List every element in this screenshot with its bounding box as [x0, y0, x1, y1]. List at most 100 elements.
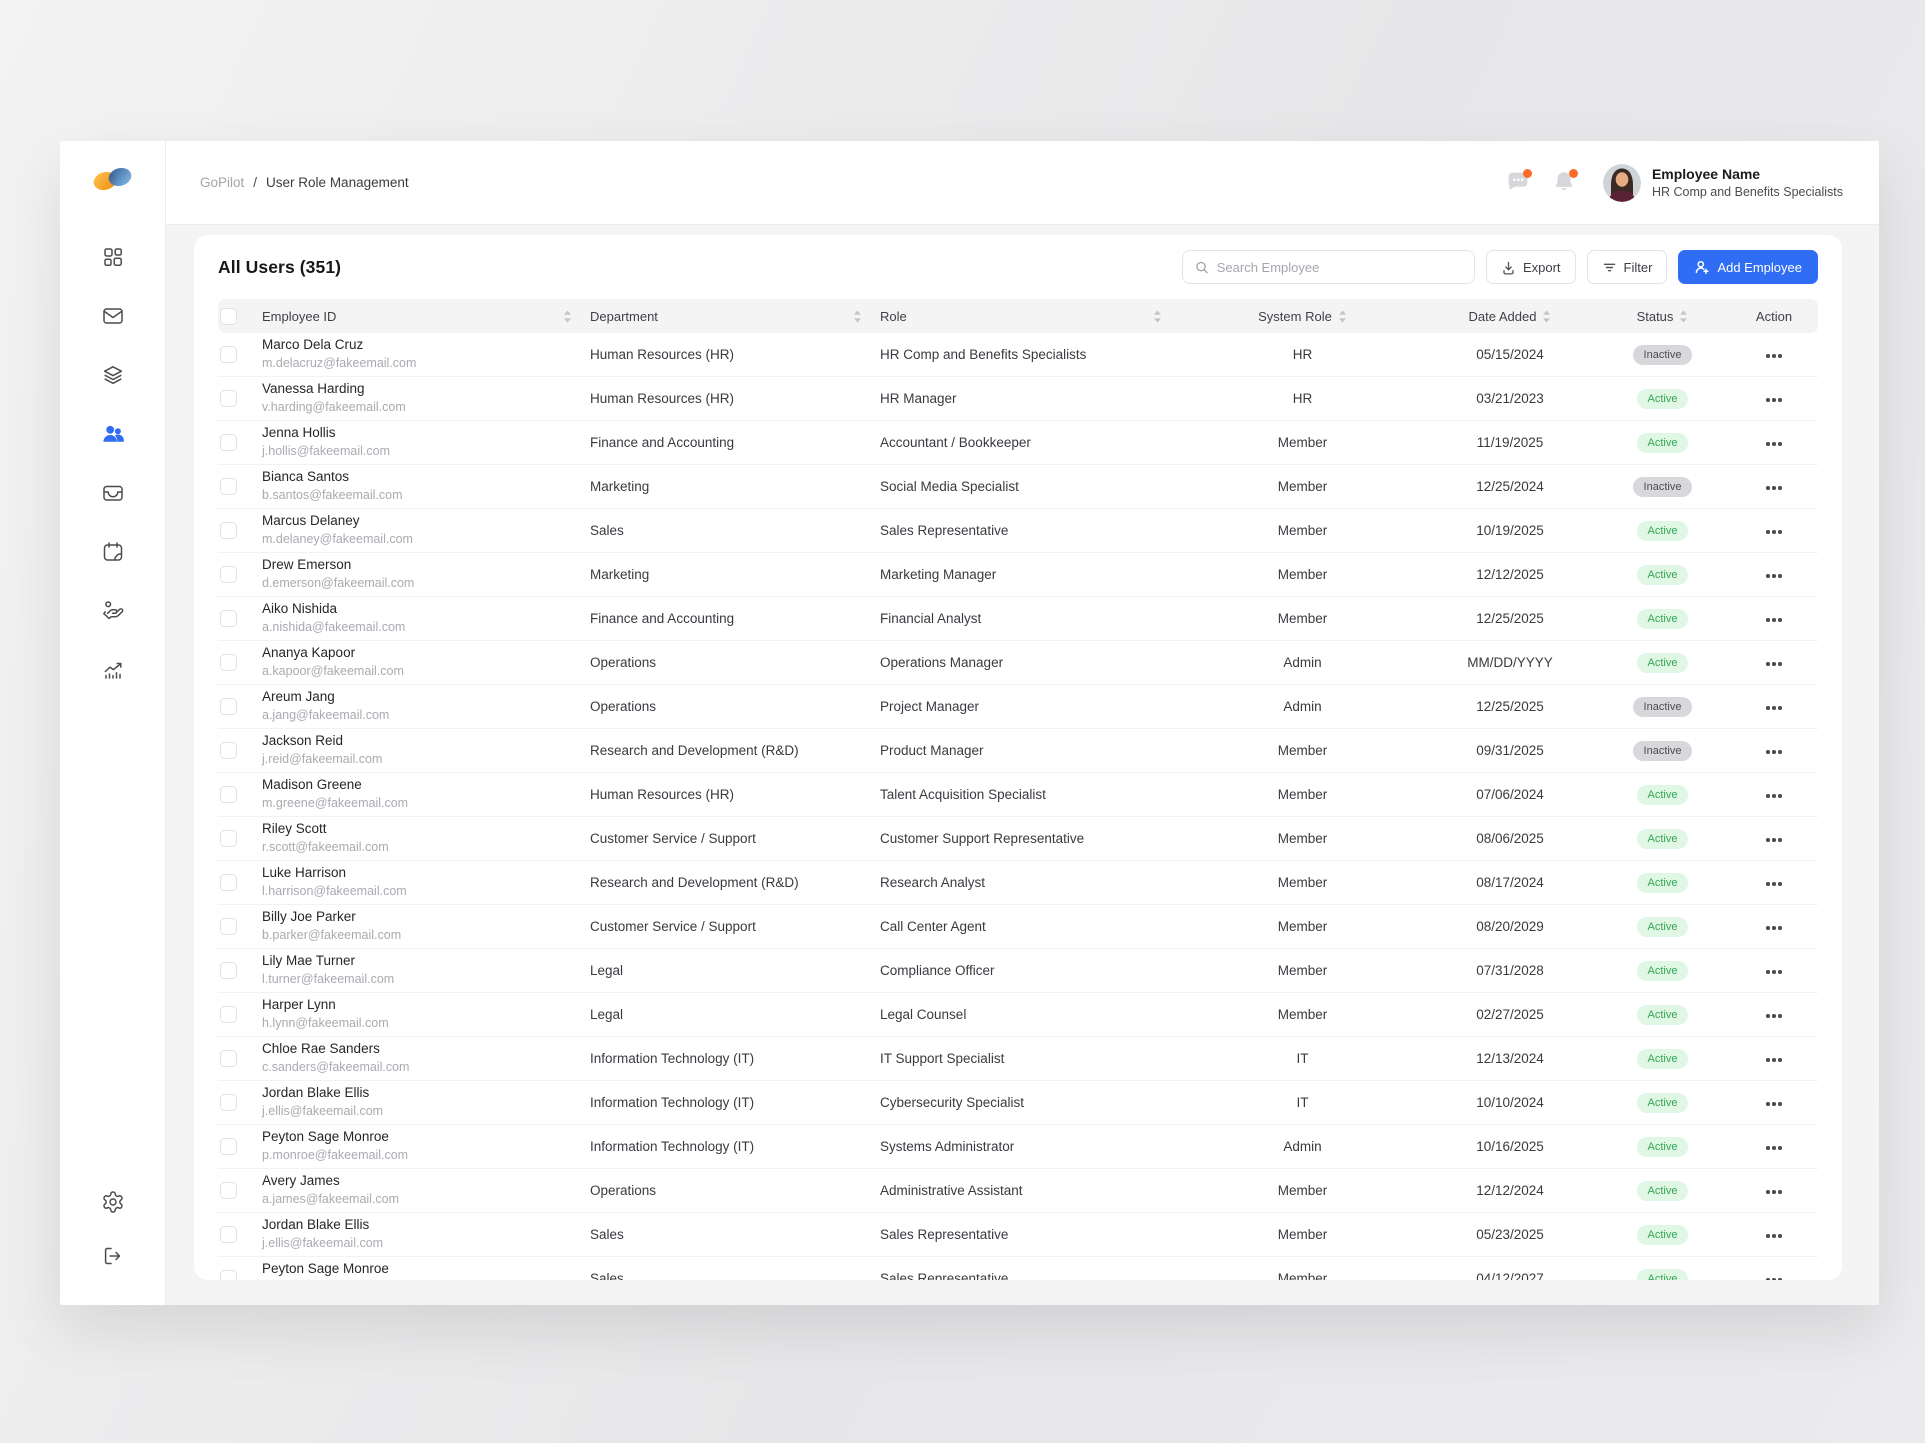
row-checkbox[interactable] [220, 1050, 237, 1067]
row-checkbox[interactable] [220, 830, 237, 847]
row-actions-button[interactable] [1760, 1140, 1788, 1156]
table-row: Jordan Blake Ellis j.ellis@fakeemail.com… [218, 1213, 1818, 1257]
employee-department: Finance and Accounting [590, 611, 735, 626]
row-checkbox[interactable] [220, 478, 237, 495]
row-actions-button[interactable] [1760, 700, 1788, 716]
employee-department: Operations [590, 1183, 657, 1198]
row-checkbox[interactable] [220, 566, 237, 583]
select-all-checkbox[interactable] [220, 307, 237, 325]
notifications-button[interactable] [1549, 168, 1579, 198]
sidebar-item-logout[interactable] [100, 1243, 126, 1269]
add-employee-button[interactable]: Add Employee [1678, 250, 1818, 284]
row-actions-button[interactable] [1760, 832, 1788, 848]
row-actions-button[interactable] [1760, 744, 1788, 760]
analytics-icon [104, 662, 122, 679]
row-checkbox[interactable] [220, 434, 237, 451]
row-checkbox[interactable] [220, 1226, 237, 1243]
row-checkbox[interactable] [220, 874, 237, 891]
search-box[interactable] [1181, 250, 1475, 284]
employee-department: Human Resources (HR) [590, 347, 735, 362]
status-badge: Active [1636, 1268, 1689, 1280]
table-body: Marco Dela Cruz m.delacruz@fakeemail.com… [218, 333, 1818, 1280]
sort-icon[interactable] [1153, 310, 1162, 323]
row-checkbox[interactable] [220, 1138, 237, 1155]
avatar [1602, 163, 1641, 202]
sort-icon[interactable] [1338, 310, 1347, 323]
row-checkbox[interactable] [220, 962, 237, 979]
row-actions-button[interactable] [1760, 1096, 1788, 1112]
sidebar-item-settings[interactable] [100, 1189, 126, 1215]
employee-email: a.kapoor@fakeemail.com [262, 664, 404, 679]
sort-icon[interactable] [1679, 310, 1688, 323]
employee-name: Ananya Kapoor [262, 645, 356, 661]
user-profile[interactable]: Employee Name HR Comp and Benefits Speci… [1602, 163, 1843, 202]
row-actions-button[interactable] [1760, 788, 1788, 804]
sidebar-item-inbox[interactable] [100, 480, 126, 506]
sidebar-item-dashboard[interactable] [100, 244, 126, 270]
employee-date-added: 03/21/2023 [1476, 391, 1544, 406]
employee-system-role: Member [1277, 1007, 1328, 1022]
sort-icon[interactable] [1542, 310, 1551, 323]
main-area: GoPilot / User Role Management [166, 141, 1879, 1305]
sidebar-item-analytics[interactable] [100, 657, 126, 683]
employee-name: Areum Jang [262, 689, 335, 705]
sidebar-item-payroll[interactable] [100, 598, 126, 624]
sidebar-item-users[interactable] [100, 421, 126, 447]
bell-icon [1555, 171, 1573, 190]
status-badge: Active [1636, 960, 1689, 981]
row-checkbox[interactable] [220, 1270, 237, 1280]
employee-date-added: 05/23/2025 [1476, 1227, 1544, 1242]
row-checkbox[interactable] [220, 1094, 237, 1111]
row-actions-button[interactable] [1760, 436, 1788, 452]
employee-role: Marketing Manager [880, 567, 997, 582]
messages-button[interactable] [1503, 168, 1533, 198]
status-badge: Active [1636, 1180, 1689, 1201]
row-checkbox[interactable] [220, 1006, 237, 1023]
top-bar: GoPilot / User Role Management [166, 141, 1879, 225]
row-checkbox[interactable] [220, 654, 237, 671]
employee-date-added: MM/DD/YYYY [1467, 655, 1553, 670]
row-checkbox[interactable] [220, 522, 237, 539]
row-actions-button[interactable] [1760, 1228, 1788, 1244]
row-checkbox[interactable] [220, 742, 237, 759]
sort-icon[interactable] [563, 310, 572, 323]
row-checkbox[interactable] [220, 698, 237, 715]
row-actions-button[interactable] [1760, 1008, 1788, 1024]
row-checkbox[interactable] [220, 390, 237, 407]
sidebar-item-calendar[interactable] [100, 539, 126, 565]
search-input[interactable] [1216, 259, 1462, 275]
row-checkbox[interactable] [220, 1182, 237, 1199]
row-actions-button[interactable] [1760, 920, 1788, 936]
row-checkbox[interactable] [220, 918, 237, 935]
row-actions-button[interactable] [1760, 656, 1788, 672]
filter-button[interactable]: Filter [1586, 250, 1668, 284]
row-actions-button[interactable] [1760, 1052, 1788, 1068]
employee-department: Customer Service / Support [590, 831, 756, 846]
employee-email: m.delacruz@fakeemail.com [262, 356, 417, 371]
row-actions-button[interactable] [1760, 568, 1788, 584]
employee-name: Chloe Rae Sanders [262, 1041, 380, 1057]
row-actions-button[interactable] [1760, 876, 1788, 892]
row-actions-button[interactable] [1760, 524, 1788, 540]
row-actions-button[interactable] [1760, 348, 1788, 364]
breadcrumb-app[interactable]: GoPilot [200, 175, 245, 190]
row-actions-button[interactable] [1760, 392, 1788, 408]
row-actions-button[interactable] [1760, 1272, 1788, 1280]
employee-role: HR Manager [880, 391, 957, 406]
row-checkbox[interactable] [220, 786, 237, 803]
row-actions-button[interactable] [1760, 1184, 1788, 1200]
sort-icon[interactable] [853, 310, 862, 323]
employee-date-added: 07/31/2028 [1476, 963, 1544, 978]
row-checkbox[interactable] [220, 346, 237, 363]
row-checkbox[interactable] [220, 610, 237, 627]
row-actions-button[interactable] [1760, 964, 1788, 980]
row-actions-button[interactable] [1760, 612, 1788, 628]
download-icon [1503, 261, 1514, 275]
sidebar-item-layers[interactable] [100, 362, 126, 388]
row-actions-button[interactable] [1760, 480, 1788, 496]
sidebar-item-mail[interactable] [100, 303, 126, 329]
table-row: Lily Mae Turner l.turner@fakeemail.com L… [218, 949, 1818, 993]
export-button[interactable]: Export [1485, 250, 1576, 284]
employee-name: Avery James [262, 1173, 340, 1189]
toolbar: Export Filter [1181, 250, 1818, 284]
